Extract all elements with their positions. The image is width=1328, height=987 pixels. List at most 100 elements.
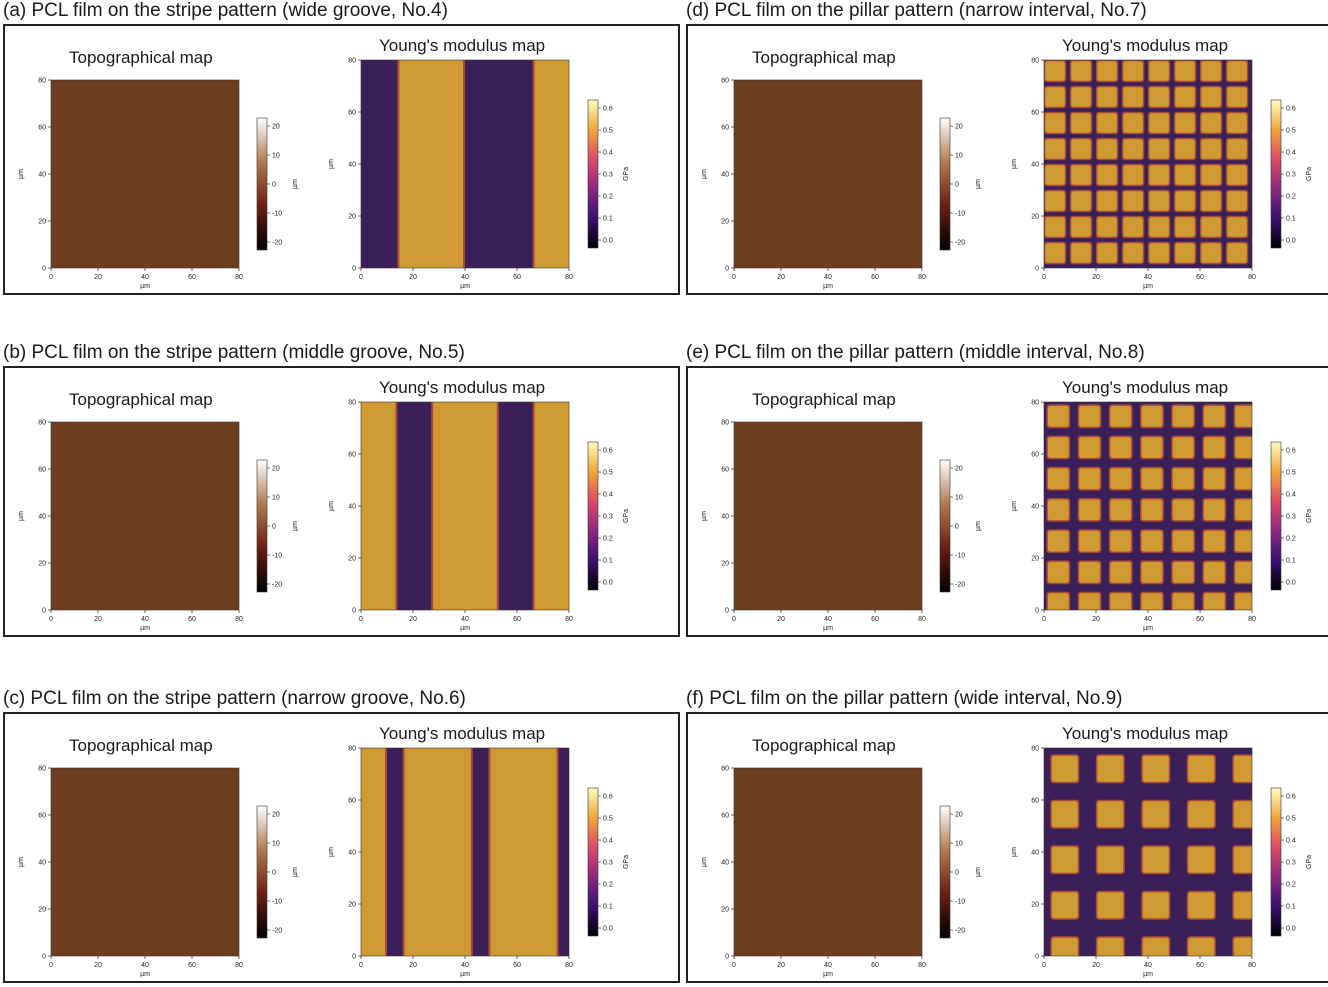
y-tick-label: 20: [38, 907, 46, 914]
y-tick-label: 0: [725, 954, 729, 961]
colorbar-tick-label: 0.3: [603, 860, 613, 867]
x-tick-label: 60: [513, 616, 521, 623]
colorbar-tick-label: -10: [955, 553, 965, 560]
pillar: [1233, 846, 1252, 873]
y-tick-label: 60: [1031, 452, 1039, 459]
x-tick-label: 20: [777, 962, 785, 969]
pillar: [1149, 87, 1169, 107]
pillar: [1227, 191, 1247, 211]
pillar: [1017, 375, 1038, 396]
x-tick-label: 0: [49, 616, 53, 623]
colorbar-gradient: [1270, 787, 1282, 937]
pillar: [1019, 87, 1039, 107]
colorbar-tick-label: 10: [955, 495, 963, 502]
colorbar-tick-label: -20: [955, 582, 965, 589]
x-tick-label: 60: [188, 616, 196, 623]
pillar: [1097, 846, 1124, 873]
colorbar-unit: GPa: [1306, 509, 1313, 523]
y-tick-label: 60: [721, 125, 729, 132]
youngs-modulus-map: 0 0 20 20 40 40 60 60 80 80 µm µm: [325, 744, 581, 982]
modulus-frame: [1043, 747, 1253, 957]
y-tick-label: 0: [1035, 266, 1039, 273]
x-tick-label: 80: [918, 962, 926, 969]
pillar: [1017, 562, 1038, 583]
y-tick-label: 20: [348, 556, 356, 563]
pillar: [1097, 113, 1117, 133]
y-axis-label: µm: [701, 169, 708, 179]
modulus-map-title: Young's modulus map: [1062, 36, 1229, 55]
topo-colorbar: 20 10 0 -10 -20 µm: [256, 117, 299, 251]
pillar: [1047, 468, 1069, 490]
modulus-map-title: Young's modulus map: [1062, 378, 1229, 397]
modulus-frame: [360, 59, 570, 269]
colorbar-tick-label: 0.4: [1286, 838, 1296, 845]
pillar: [1233, 892, 1252, 919]
modulus-colorbar: 0.6 0.5 0.4 0.3 0.2 0.1 0.0 GPa: [587, 787, 630, 937]
x-tick-label: 40: [1144, 274, 1152, 281]
topo-image: [50, 421, 240, 611]
colorbar-tick-label: 0.1: [603, 904, 613, 911]
colorbar-tick-label: 0.0: [603, 580, 613, 587]
pillar: [1201, 113, 1221, 133]
x-tick-label: 0: [732, 274, 736, 281]
pillar-edge: [1018, 242, 1041, 264]
y-tick-label: 80: [1031, 58, 1039, 65]
y-tick-label: 60: [348, 110, 356, 117]
colorbar-tick-label: -20: [272, 928, 282, 935]
colorbar-unit: GPa: [623, 855, 630, 869]
y-axis-label: µm: [1011, 847, 1018, 857]
pillar: [1019, 191, 1039, 211]
topographical-map: 0 0 20 20 40 40 60 60 80 80 µm µm: [15, 764, 251, 982]
pillar: [1175, 191, 1195, 211]
topo-axes: 00 20 20 40 40 60 60 80 80 µm µm: [701, 78, 926, 291]
colorbar-tick-label: 0: [955, 870, 959, 877]
colorbar-tick-label: 0.6: [603, 448, 613, 455]
y-tick-label: 40: [1031, 850, 1039, 857]
topo-map-title: Topographical map: [69, 390, 213, 409]
y-tick-label: 20: [721, 561, 729, 568]
colorbar-gradient: [1270, 441, 1282, 591]
colorbar-tick-label: 0.3: [603, 514, 613, 521]
colorbar-tick-label: 0.0: [1286, 926, 1296, 933]
y-tick-label: 0: [42, 608, 46, 615]
pillar: [1071, 87, 1091, 107]
pillar: [1123, 243, 1143, 263]
x-tick-label: 80: [918, 616, 926, 623]
colorbar-tick-label: 10: [272, 495, 280, 502]
pillar: [1141, 468, 1163, 490]
y-tick-label: 0: [352, 266, 356, 273]
pillar-edge: [1005, 754, 1034, 783]
y-tick-label: 0: [352, 954, 356, 961]
x-axis-label: µm: [1143, 971, 1153, 978]
y-tick-label: 40: [348, 162, 356, 169]
youngs-modulus-map: 0 0 20 20 40 40 60 60 80 80 µm µm: [1008, 56, 1264, 294]
colorbar-unit: µm: [292, 179, 299, 189]
pillar: [1141, 530, 1163, 552]
y-axis-label: µm: [328, 501, 335, 511]
pillar: [1233, 801, 1252, 828]
y-tick-label: 60: [721, 467, 729, 474]
pillar: [1201, 139, 1221, 159]
pillar-edge: [1232, 709, 1261, 738]
colorbar-tick-label: 0.5: [1286, 816, 1296, 823]
x-tick-label: 80: [565, 274, 573, 281]
colorbar-tick-label: 20: [955, 466, 963, 473]
pillar-edge: [1015, 373, 1039, 397]
y-tick-label: 0: [725, 266, 729, 273]
youngs-modulus-map: 0 0 20 20 40 40 60 60 80 80 µm µm: [1008, 744, 1264, 982]
colorbar-tick-label: 0.5: [603, 470, 613, 477]
y-tick-label: 40: [38, 172, 46, 179]
y-tick-label: 20: [38, 561, 46, 568]
pillar: [1141, 561, 1163, 583]
pillar-edge: [1018, 86, 1041, 109]
colorbar-unit: µm: [975, 179, 982, 189]
x-tick-label: 60: [188, 274, 196, 281]
pillar: [1234, 710, 1260, 736]
modulus-axes: 00 20 20 40 40 60 60 80 80 µm µm: [1011, 58, 1256, 291]
modulus-colorbar: 0.6 0.5 0.4 0.3 0.2 0.1 0.0 GPa: [587, 99, 630, 249]
pillar: [1047, 437, 1069, 458]
x-tick-label: 40: [141, 616, 149, 623]
pillar: [1123, 217, 1143, 237]
panel-caption: (c) PCL film on the stripe pattern (narr…: [3, 688, 466, 709]
